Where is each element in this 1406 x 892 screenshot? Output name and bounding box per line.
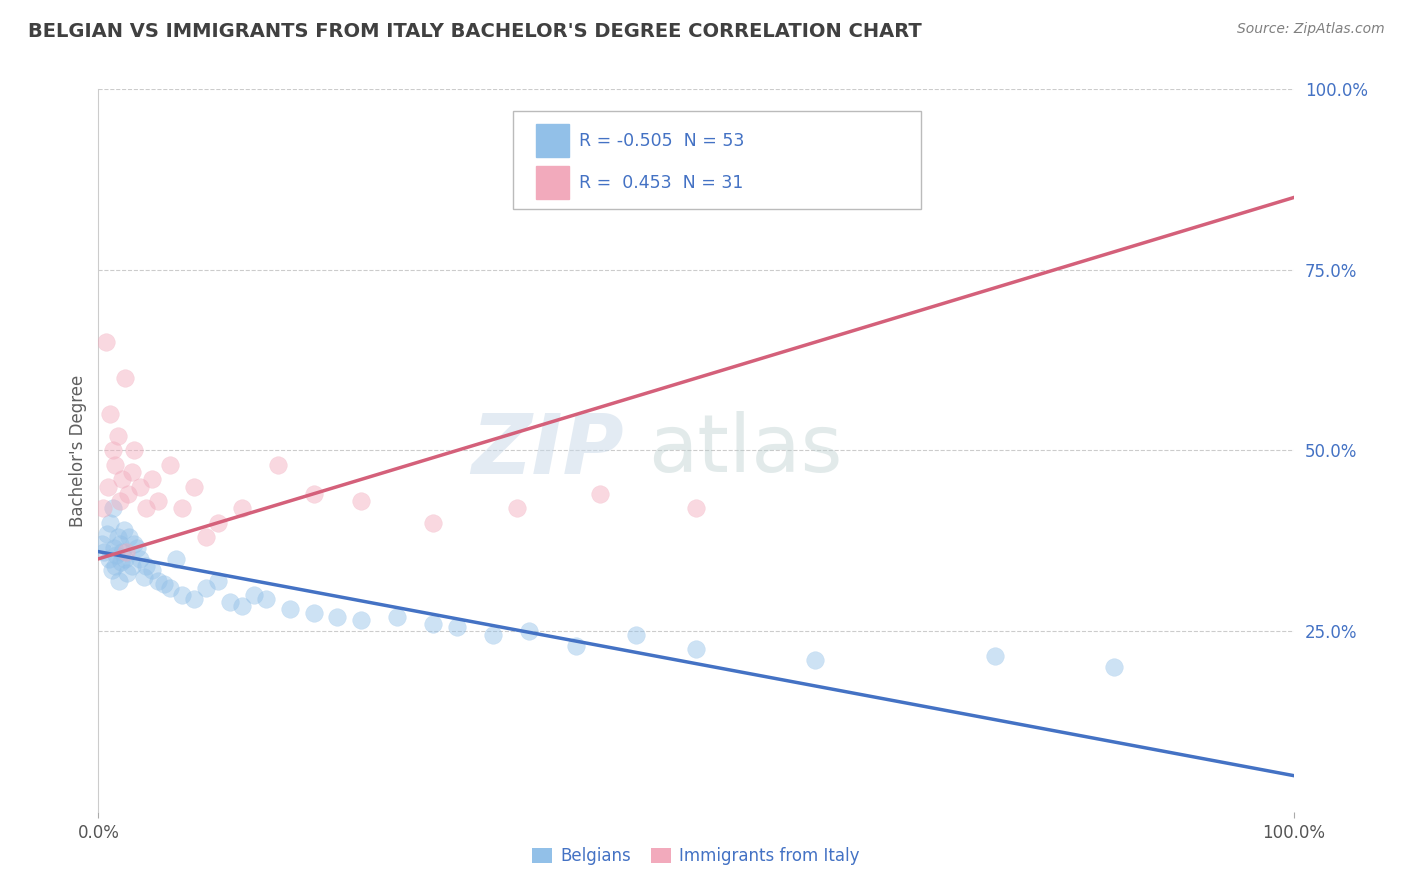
Point bbox=[219, 595, 242, 609]
Point bbox=[114, 551, 136, 566]
Point bbox=[195, 530, 218, 544]
Point bbox=[302, 487, 325, 501]
Point bbox=[278, 602, 301, 616]
Point bbox=[107, 574, 129, 588]
Point bbox=[98, 551, 121, 566]
Point bbox=[148, 494, 170, 508]
Point bbox=[254, 591, 277, 606]
Point bbox=[159, 458, 181, 472]
Point bbox=[984, 649, 1007, 664]
Point bbox=[506, 501, 529, 516]
Point bbox=[108, 494, 131, 508]
Point bbox=[148, 574, 170, 588]
Point bbox=[565, 639, 588, 653]
Point bbox=[111, 544, 134, 558]
Point bbox=[108, 537, 131, 551]
Point bbox=[172, 501, 194, 516]
Point bbox=[94, 334, 117, 349]
Point bbox=[110, 556, 132, 570]
Point bbox=[626, 628, 648, 642]
Point bbox=[97, 480, 120, 494]
Point bbox=[124, 443, 146, 458]
Point bbox=[132, 570, 155, 584]
Text: ZIP: ZIP bbox=[471, 410, 624, 491]
Point bbox=[98, 407, 122, 421]
Point bbox=[115, 544, 138, 558]
Point bbox=[195, 581, 218, 595]
Point bbox=[91, 501, 114, 516]
Point bbox=[231, 501, 253, 516]
Point bbox=[93, 544, 115, 558]
Point bbox=[350, 613, 373, 627]
Legend: Belgians, Immigrants from Italy: Belgians, Immigrants from Italy bbox=[526, 840, 866, 872]
Point bbox=[115, 566, 138, 581]
Point bbox=[207, 574, 229, 588]
Point bbox=[91, 537, 114, 551]
Point bbox=[207, 516, 229, 530]
Point bbox=[159, 581, 181, 595]
Point bbox=[141, 563, 163, 577]
Point bbox=[105, 548, 128, 562]
Point bbox=[124, 537, 146, 551]
Y-axis label: Bachelor's Degree: Bachelor's Degree bbox=[69, 375, 87, 526]
Point bbox=[446, 620, 468, 634]
Point bbox=[326, 609, 349, 624]
Point bbox=[121, 559, 143, 574]
Point bbox=[118, 530, 141, 544]
Point bbox=[165, 551, 187, 566]
Point bbox=[125, 541, 148, 555]
Point bbox=[135, 501, 157, 516]
Point bbox=[114, 371, 136, 385]
Point bbox=[153, 577, 176, 591]
Point bbox=[117, 487, 139, 501]
Point bbox=[100, 563, 122, 577]
Point bbox=[183, 480, 205, 494]
Point bbox=[101, 501, 124, 516]
Point bbox=[589, 487, 612, 501]
Point bbox=[104, 559, 127, 574]
Point bbox=[1104, 660, 1126, 674]
Point bbox=[685, 501, 707, 516]
Point bbox=[107, 429, 129, 443]
Point bbox=[172, 588, 194, 602]
Point bbox=[231, 599, 253, 613]
Point bbox=[267, 458, 290, 472]
Point bbox=[96, 526, 118, 541]
Point bbox=[243, 588, 266, 602]
Text: R =  0.453  N = 31: R = 0.453 N = 31 bbox=[579, 174, 744, 192]
Point bbox=[385, 609, 409, 624]
Point bbox=[129, 551, 152, 566]
Point bbox=[183, 591, 205, 606]
Point bbox=[804, 653, 827, 667]
Point bbox=[103, 541, 125, 555]
Point bbox=[129, 480, 152, 494]
Point bbox=[101, 443, 124, 458]
Point bbox=[121, 465, 143, 479]
Point bbox=[104, 458, 127, 472]
Text: R = -0.505  N = 53: R = -0.505 N = 53 bbox=[579, 132, 745, 150]
Point bbox=[112, 523, 135, 537]
Point bbox=[685, 642, 707, 657]
Point bbox=[98, 516, 122, 530]
Point bbox=[422, 516, 444, 530]
Point bbox=[517, 624, 540, 639]
Point bbox=[422, 616, 444, 631]
Text: atlas: atlas bbox=[648, 411, 842, 490]
Point bbox=[482, 628, 505, 642]
Text: BELGIAN VS IMMIGRANTS FROM ITALY BACHELOR'S DEGREE CORRELATION CHART: BELGIAN VS IMMIGRANTS FROM ITALY BACHELO… bbox=[28, 22, 922, 41]
Point bbox=[107, 530, 129, 544]
Point bbox=[350, 494, 373, 508]
Point bbox=[135, 559, 157, 574]
Point bbox=[302, 606, 325, 620]
Point bbox=[141, 472, 163, 486]
Text: Source: ZipAtlas.com: Source: ZipAtlas.com bbox=[1237, 22, 1385, 37]
Point bbox=[111, 472, 134, 486]
